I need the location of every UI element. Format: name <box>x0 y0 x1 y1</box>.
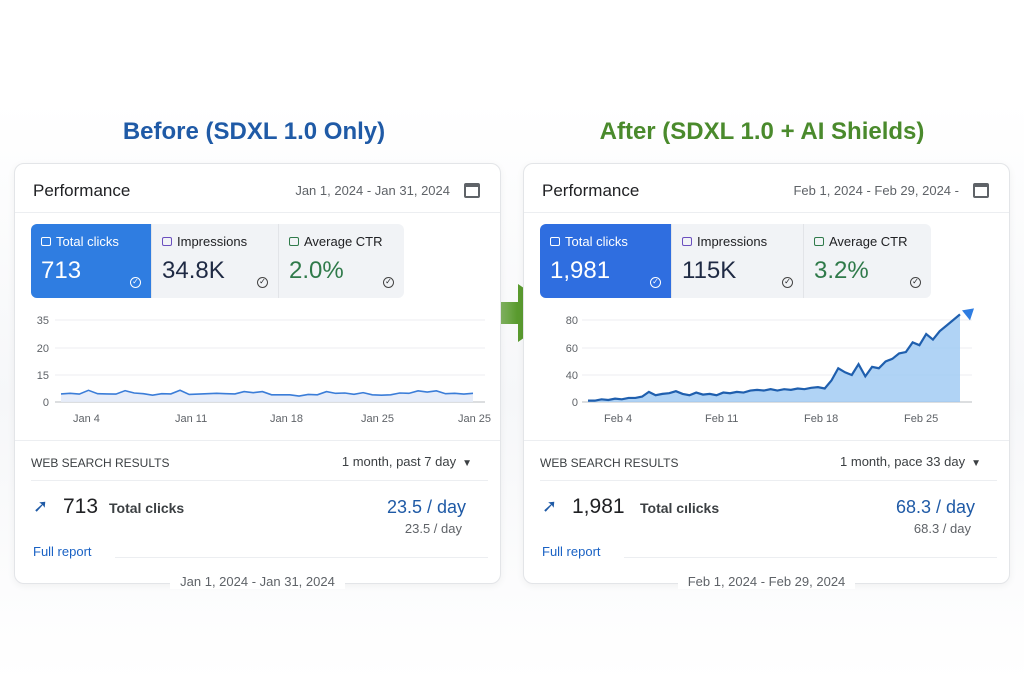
check-icon: ✓ <box>650 277 661 288</box>
series-area <box>588 314 960 402</box>
caret-down-icon: ▼ <box>462 458 472 469</box>
footer-date: Jan 1, 2024 - Jan 31, 2024 <box>15 574 500 589</box>
period-dropdown[interactable]: 1 month, pace 33 day ▼ <box>840 454 981 469</box>
divider <box>624 557 997 558</box>
divider <box>31 480 488 481</box>
series-line <box>60 389 474 397</box>
clicks-chart: 0 15 20 35 Jan 4 Jan 11 Jan 18 Jan 25 Jan 25 <box>37 315 491 425</box>
x-tick-label: Feb 4 <box>604 413 632 425</box>
divider <box>15 440 500 441</box>
after-title: After (SDXL 1.0 + AI Shields) <box>599 118 925 145</box>
divider <box>524 212 1009 213</box>
divider <box>540 480 997 481</box>
check-icon: ✓ <box>383 277 394 288</box>
per-day-value: 68.3 / day <box>895 497 975 517</box>
x-tick-label: Jan 11 <box>175 413 207 425</box>
metric-tiles: Total clicks 713 ✓ Impressions 34.8K ✓ Avera… <box>31 224 404 298</box>
per-day-sub: 23.5 / day <box>404 521 462 536</box>
caret-down-icon: ▼ <box>971 458 981 469</box>
y-tick-label: 20 <box>37 343 49 355</box>
series-line <box>588 313 961 402</box>
check-icon: ✓ <box>782 277 793 288</box>
x-tick-label: Jan 18 <box>270 413 303 425</box>
date-range[interactable]: Jan 1, 2024 - Jan 31, 2024 <box>295 183 450 198</box>
calendar-icon[interactable] <box>973 183 989 198</box>
clicks-chart: 0 40 60 80 Feb 4 Feb 11 Feb 18 Feb 25 <box>566 308 974 425</box>
full-report-link[interactable]: Full report <box>33 544 92 559</box>
series-area <box>61 390 473 402</box>
y-tick-label: 35 <box>37 315 49 327</box>
trend-up-icon: ➚ <box>33 496 49 516</box>
checkbox-icon <box>289 237 299 246</box>
checkbox-icon <box>550 237 560 246</box>
web-search-results-label: WEB SEARCH RESULTS <box>540 456 679 470</box>
x-tick-label: Jan 25 <box>361 413 394 425</box>
y-tick-label: 0 <box>572 397 578 409</box>
metric-tiles: Total clicks 1,981 ✓ Impressions 115K ✓ Aver… <box>540 224 931 298</box>
divider <box>15 212 500 213</box>
per-day-sub: 68.3 / day <box>913 521 971 536</box>
period-dropdown[interactable]: 1 month, past 7 day ▼ <box>341 454 472 469</box>
before-title: Before (SDXL 1.0 Only) <box>122 118 386 145</box>
divider <box>524 440 1009 441</box>
web-search-results-label: WEB SEARCH RESULTS <box>31 456 170 470</box>
check-icon: ✓ <box>130 277 141 288</box>
trend-up-icon: ➚ <box>542 496 558 516</box>
check-icon: ✓ <box>257 277 268 288</box>
x-tick-label: Feb 18 <box>804 413 838 425</box>
check-icon: ✓ <box>910 277 921 288</box>
performance-card-before: Performance Jan 1, 2024 - Jan 31, 2024 T… <box>14 163 501 589</box>
y-tick-label: 15 <box>37 370 49 382</box>
date-range[interactable]: Feb 1, 2024 - Feb 29, 2024 - <box>793 183 959 198</box>
tile-total-clicks[interactable]: Total clicks 713 ✓ <box>31 224 151 298</box>
total-clicks-label: Total cılicks <box>640 500 720 516</box>
checkbox-icon <box>41 237 51 246</box>
y-tick-label: 80 <box>566 315 578 327</box>
footer-date: Feb 1, 2024 - Feb 29, 2024 <box>524 574 1009 589</box>
x-tick-label: Jan 25 <box>458 413 491 425</box>
divider <box>115 557 488 558</box>
total-clicks-label: Total clicks <box>109 500 185 516</box>
x-tick-label: Feb 11 <box>705 413 738 425</box>
checkbox-icon <box>682 237 692 246</box>
per-day-value: 23.5 / day <box>386 497 466 517</box>
full-report-link[interactable]: Full report <box>542 544 601 559</box>
performance-heading: Performance <box>33 181 131 200</box>
trend-arrow-icon <box>962 308 974 321</box>
x-tick-label: Feb 25 <box>904 413 938 425</box>
tile-impressions[interactable]: Impressions 34.8K ✓ <box>151 224 278 298</box>
checkbox-icon <box>162 237 172 246</box>
checkbox-icon <box>814 237 824 246</box>
calendar-icon[interactable] <box>464 183 480 198</box>
performance-card-after: Performance Feb 1, 2024 - Feb 29, 2024 -… <box>523 163 1010 589</box>
y-tick-label: 0 <box>43 397 49 409</box>
y-tick-label: 60 <box>566 343 578 355</box>
performance-heading: Performance <box>542 181 640 200</box>
y-tick-label: 40 <box>566 370 578 382</box>
tile-total-clicks[interactable]: Total clicks 1,981 ✓ <box>540 224 671 298</box>
tile-average-ctr[interactable]: Average CTR 3.2% ✓ <box>803 224 931 298</box>
total-clicks-value: 1,981 <box>572 495 625 518</box>
tile-average-ctr[interactable]: Average CTR 2.0% ✓ <box>278 224 404 298</box>
total-clicks-value: 713 <box>63 495 99 518</box>
tile-impressions[interactable]: Impressions 115K ✓ <box>671 224 803 298</box>
x-tick-label: Jan 4 <box>73 413 100 425</box>
